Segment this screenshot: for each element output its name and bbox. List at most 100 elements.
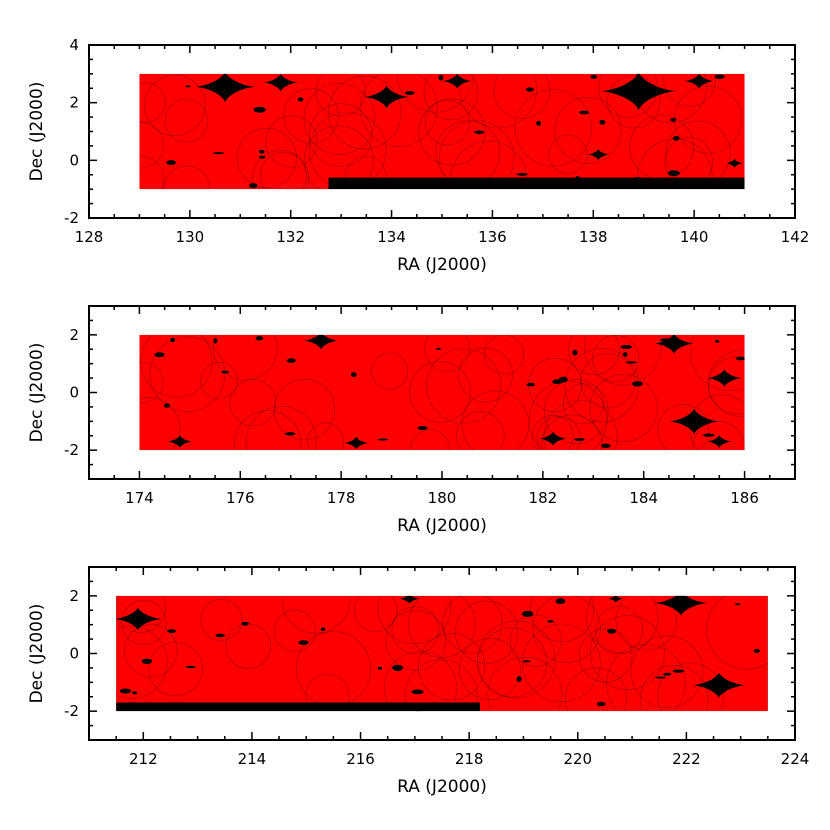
pointing-edge [265,115,318,168]
coverage-gap [167,435,193,448]
x-tick-label: 136 [478,228,507,246]
pointing-edge [234,410,302,451]
y-tick-label: 2 [69,587,79,605]
coverage-speck [670,117,677,122]
pointing-edge [657,662,724,712]
pointing-edge [584,334,662,386]
survey-field [116,595,768,712]
coverage-speck [521,610,534,617]
survey-field [139,334,745,451]
pointing-edge [116,626,168,699]
x-tick-label: 128 [75,228,104,246]
pointing-edge [213,334,278,381]
coverage-speck [215,633,225,638]
coverage-gap [116,607,163,631]
coverage-speck [436,347,441,351]
coverage-speck [625,361,637,364]
y-tick-label: 4 [69,36,79,54]
coverage-speck [253,106,266,113]
coverage-gap [263,73,299,92]
pointing-edge [590,615,665,690]
coverage-gap [684,73,715,89]
coverage-speck [596,701,606,707]
pointing-edge [692,421,745,451]
y-tick-label: 0 [69,645,79,663]
pointing-edge [139,155,165,190]
pointing-edge [657,403,710,451]
pointing-edge [562,383,604,425]
coverage-speck [185,665,196,669]
coverage-speck [417,426,428,431]
pointing-edge [308,103,373,167]
coverage-speck [141,658,153,664]
pointing-edge [410,429,451,451]
coverage-gap [691,672,747,699]
coverage-speck [555,598,566,605]
coverage-speck [516,173,528,176]
pointing-edge [359,73,438,147]
coverage-speck [516,676,522,682]
pointing-edge [493,73,551,119]
pointing-edge [383,651,457,712]
coverage-speck [298,640,309,645]
coverage-speck [753,648,760,653]
pointing-edge [303,83,376,155]
coverage-speck [350,372,357,377]
pointing-edge [163,165,210,190]
pointing-edge [418,98,486,166]
pointing-edge [706,595,768,670]
pointing-edge [580,353,636,409]
pointing-edge [200,599,243,641]
coverage-panel-3: 212 214 216 218 220 222 224 -2 0 2 RA (J2000) Dec (… [27,566,809,797]
pointing-edge [531,415,574,451]
pointing-edge [385,610,446,671]
coverage-speck [411,689,424,695]
coverage-speck [255,336,264,341]
pointing-edge [327,75,402,150]
coverage-gap [442,73,473,89]
pointing-edge [568,334,620,376]
x-tick-label: 134 [377,228,406,246]
pointing-edge [353,595,398,633]
y-axis-label: Dec (J2000) [27,343,47,443]
coverage-speck [258,155,266,159]
coverage-speck [622,352,628,358]
pointing-edge [408,595,476,658]
pointing-edge [377,595,452,645]
coverage-speck [579,110,590,115]
coverage-speck [297,97,304,102]
pointing-edge [424,334,471,372]
pointing-edge [397,73,474,113]
coverage-gap-strip [328,177,745,190]
coverage-speck [702,433,715,437]
pointing-edge [639,665,709,712]
coverage-gap-strip [116,702,481,712]
y-tick-label: -2 [64,209,79,227]
pointing-edge [615,595,677,651]
coverage-gap [600,73,677,111]
pointing-edge [303,125,374,190]
coverage-gap [706,435,732,448]
pointing-edge [139,362,164,403]
x-axis-label: RA (J2000) [397,516,487,536]
pointing-edge [554,96,622,164]
coverage-speck [662,672,672,676]
pointing-edge [439,120,515,190]
pointing-mosaic [116,595,768,712]
coverage-gap [343,436,369,450]
coverage-speck [599,119,606,125]
coverage-speck [119,688,132,694]
pointing-edge [139,121,164,169]
coverage-speck [154,352,165,358]
x-tick-label: 138 [579,228,608,246]
pointing-edge [630,635,704,709]
pointing-edge [514,89,592,167]
coverage-speck [170,337,176,343]
coverage-speck [474,130,485,135]
coverage-gap [587,148,610,161]
coverage-gap [303,334,339,350]
pointing-edge [149,336,226,413]
coverage-speck [574,438,585,441]
y-tick-label: -2 [64,702,79,720]
pointing-edge [140,334,213,398]
